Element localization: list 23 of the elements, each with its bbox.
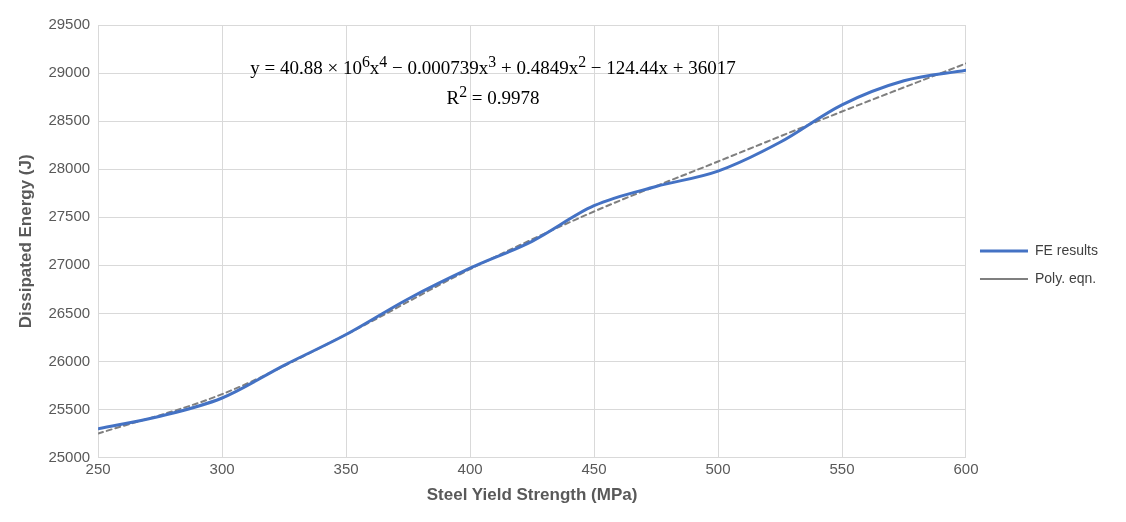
y-tick-label: 29500 bbox=[48, 15, 91, 33]
y-tick-label: 25000 bbox=[48, 447, 91, 465]
x-tick-label: 600 bbox=[953, 459, 979, 477]
text: y = 40.88 × 10$^{6}$x$^{4}$ − 0.000739x$^{3}$ + 0.4849x$^{2}$ − 124.44x + 36017 bbox=[250, 53, 736, 79]
x-tick-label: 400 bbox=[457, 459, 483, 477]
y-tick-label: 25500 bbox=[48, 399, 91, 417]
y-tick-label: 27000 bbox=[48, 255, 91, 273]
x-tick-label: 350 bbox=[333, 459, 359, 477]
x-tick-label: 450 bbox=[581, 459, 607, 477]
legend-label: Poly. eqn. bbox=[1034, 269, 1097, 286]
y-tick-label: 27500 bbox=[48, 207, 91, 225]
y-tick-label: 26500 bbox=[48, 303, 91, 321]
x-tick-label: 300 bbox=[209, 459, 235, 477]
y-tick-label: 28000 bbox=[48, 159, 91, 177]
x-tick-label: 550 bbox=[829, 459, 855, 477]
y-tick-label: 28500 bbox=[48, 111, 91, 129]
y-axis-title: Dissipated Energy (J) bbox=[15, 154, 35, 329]
annotation: R$^{2}$ = 0.9978 bbox=[445, 82, 541, 111]
x-tick-label: 500 bbox=[705, 459, 731, 477]
y-tick-label: 26000 bbox=[48, 351, 91, 369]
y-tick-label: 29000 bbox=[48, 63, 91, 81]
legend-label: FE results bbox=[1034, 241, 1098, 258]
x-axis-title: Steel Yield Strength (MPa) bbox=[426, 485, 638, 505]
